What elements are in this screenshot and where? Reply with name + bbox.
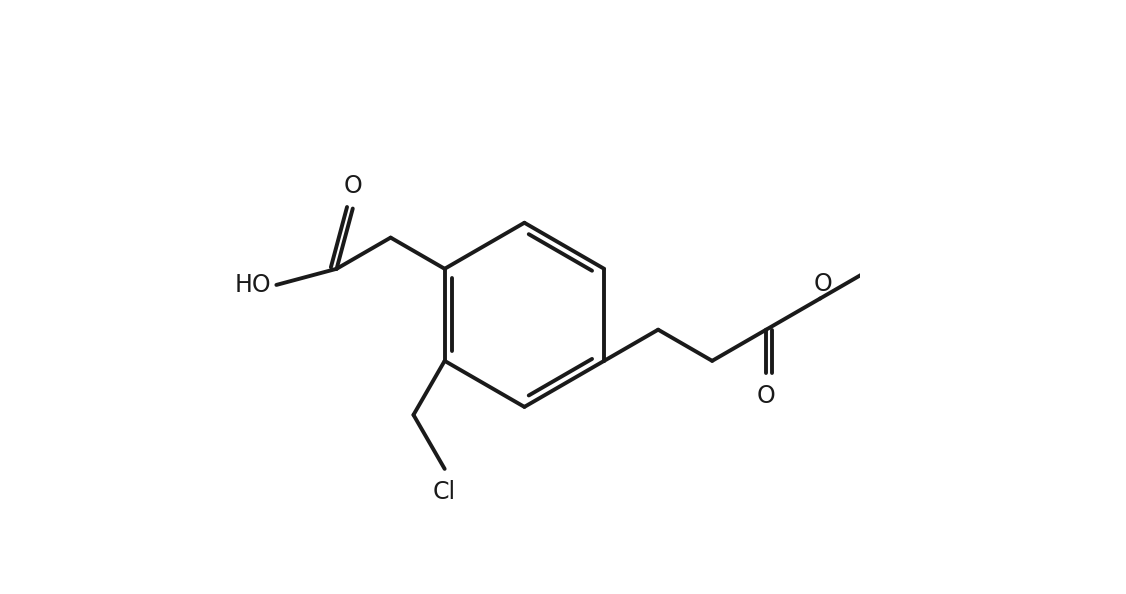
Text: O: O [343,174,363,198]
Text: O: O [814,271,832,296]
Text: O: O [757,384,776,408]
Text: Cl: Cl [434,479,456,504]
Text: HO: HO [235,273,271,297]
